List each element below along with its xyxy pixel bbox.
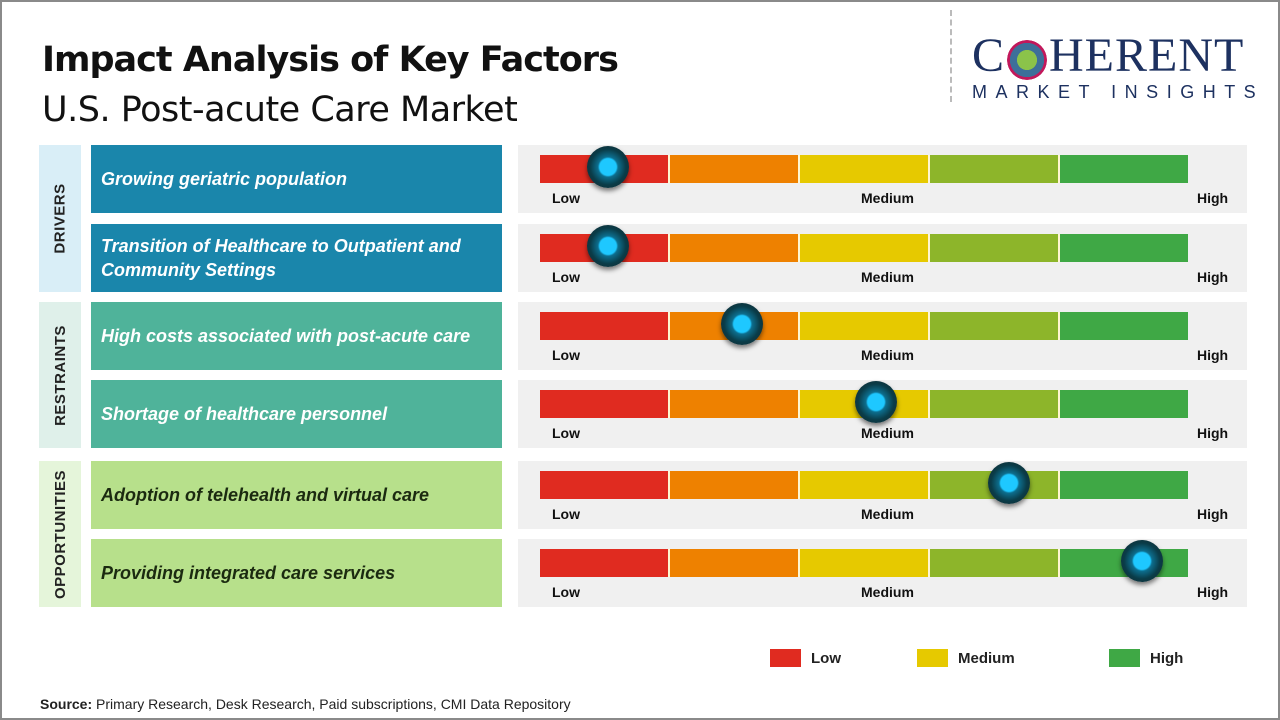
scale-segment [670,471,800,499]
impact-gauge: Low Medium High [518,302,1247,370]
scale-segment [930,234,1060,262]
category-drivers: DRIVERS [39,145,81,292]
category-label: DRIVERS [51,183,69,254]
scale-segment [930,549,1060,577]
impact-scale [540,234,1188,262]
factor-label: Adoption of telehealth and virtual care [91,461,502,529]
scale-segment [670,390,800,418]
low-label: Low [552,347,580,363]
scale-segment [800,471,930,499]
factor-label: Providing integrated care services [91,539,502,607]
low-label: Low [552,425,580,441]
scale-segment [670,234,800,262]
impact-scale [540,312,1188,340]
scale-segment [800,155,930,183]
impact-scale [540,155,1188,183]
globe-icon [1007,39,1048,80]
high-label: High [1197,269,1229,285]
legend-item: High [1109,649,1183,667]
scale-segment [540,390,670,418]
page-title: Impact Analysis of Key Factors [42,40,619,80]
impact-scale [540,471,1188,499]
factor-label: Shortage of healthcare personnel [91,380,502,448]
scale-segment [540,471,670,499]
scale-segment [1060,312,1188,340]
impact-gauge: Low Medium High [518,461,1247,529]
scale-segment [800,312,930,340]
scale-segment [1060,234,1188,262]
impact-marker-icon [587,225,630,267]
low-label: Low [552,190,580,206]
medium-label: Medium [861,584,914,600]
legend-item: Medium [917,649,1015,667]
scale-segment [800,234,930,262]
impact-marker-icon [855,381,898,423]
medium-label: Medium [861,347,914,363]
low-label: Low [552,269,580,285]
scale-segment [1060,390,1188,418]
category-label: RESTRAINTS [51,324,69,426]
legend-swatch [1109,649,1140,667]
factor-label: High costs associated with post-acute ca… [91,302,502,370]
impact-scale [540,549,1188,577]
medium-label: Medium [861,190,914,206]
scale-segment [670,155,800,183]
category-label: OPPORTUNITIES [51,469,69,599]
legend-swatch [917,649,948,667]
factor-label: Transition of Healthcare to Outpatient a… [91,224,502,292]
factor-label: Growing geriatric population [91,145,502,213]
impact-marker-icon [1120,540,1163,582]
medium-label: Medium [861,506,914,522]
scale-segment [540,549,670,577]
high-label: High [1197,506,1229,522]
high-label: High [1197,190,1229,206]
impact-marker-icon [721,303,764,345]
medium-label: Medium [861,425,914,441]
scale-segment [930,390,1060,418]
impact-marker-icon [587,146,630,188]
impact-gauge: Low Medium High [518,145,1247,213]
category-opportunities: OPPORTUNITIES [39,461,81,607]
logo: C HERENT MARKET INSIGHTS [972,29,1265,103]
high-label: High [1197,347,1229,363]
scale-segment [540,312,670,340]
impact-gauge: Low Medium High [518,539,1247,607]
scale-segment [670,549,800,577]
category-restraints: RESTRAINTS [39,302,81,448]
scale-segment [800,549,930,577]
high-label: High [1197,584,1229,600]
impact-marker-icon [988,462,1031,504]
divider [950,10,952,102]
low-label: Low [552,584,580,600]
high-label: High [1197,425,1229,441]
source-note: Source: Primary Research, Desk Research,… [40,696,571,712]
page-subtitle: U.S. Post-acute Care Market [42,90,518,130]
scale-segment [930,155,1060,183]
legend-item: Low [770,649,841,667]
impact-gauge: Low Medium High [518,380,1247,448]
scale-segment [1060,155,1188,183]
impact-gauge: Low Medium High [518,224,1247,292]
legend-swatch [770,649,801,667]
medium-label: Medium [861,269,914,285]
logo-tagline: MARKET INSIGHTS [972,82,1265,102]
scale-segment [930,312,1060,340]
scale-segment [1060,471,1188,499]
low-label: Low [552,506,580,522]
impact-scale [540,390,1188,418]
